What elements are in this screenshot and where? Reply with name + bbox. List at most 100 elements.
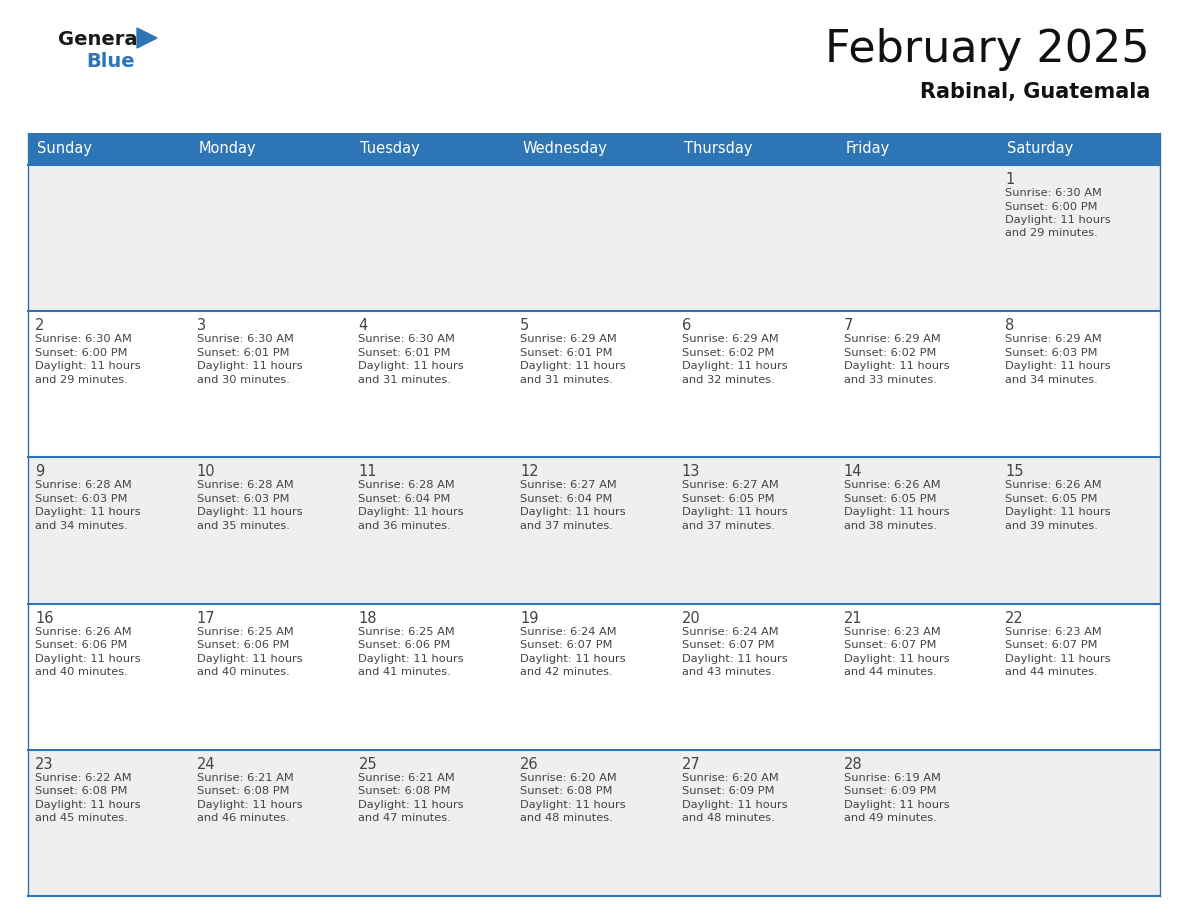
Text: Sunrise: 6:30 AM: Sunrise: 6:30 AM [359,334,455,344]
Text: Sunset: 6:07 PM: Sunset: 6:07 PM [843,640,936,650]
Text: Sunset: 6:07 PM: Sunset: 6:07 PM [520,640,613,650]
Bar [352,133,513,165]
Text: Sunrise: 6:30 AM: Sunrise: 6:30 AM [1005,188,1102,198]
Text: Thursday: Thursday [684,141,752,156]
Text: Sunrise: 6:29 AM: Sunrise: 6:29 AM [843,334,941,344]
Text: Sunset: 6:06 PM: Sunset: 6:06 PM [197,640,289,650]
Text: 7: 7 [843,319,853,333]
Text: Daylight: 11 hours: Daylight: 11 hours [843,361,949,371]
Text: and 41 minutes.: and 41 minutes. [359,667,451,677]
Text: Sunrise: 6:20 AM: Sunrise: 6:20 AM [682,773,778,783]
Text: Daylight: 11 hours: Daylight: 11 hours [197,654,302,664]
Text: Sunrise: 6:25 AM: Sunrise: 6:25 AM [359,627,455,636]
Text: and 39 minutes.: and 39 minutes. [1005,521,1098,531]
Text: Daylight: 11 hours: Daylight: 11 hours [520,800,626,810]
Text: 4: 4 [359,319,367,333]
Text: Sunrise: 6:28 AM: Sunrise: 6:28 AM [197,480,293,490]
Text: Sunset: 6:03 PM: Sunset: 6:03 PM [197,494,289,504]
Text: Sunset: 6:06 PM: Sunset: 6:06 PM [359,640,450,650]
Polygon shape [137,28,157,48]
Text: Sunrise: 6:29 AM: Sunrise: 6:29 AM [1005,334,1102,344]
Text: 14: 14 [843,465,862,479]
Text: Saturday: Saturday [1007,141,1074,156]
Text: Sunset: 6:04 PM: Sunset: 6:04 PM [359,494,450,504]
Text: Sunrise: 6:28 AM: Sunrise: 6:28 AM [34,480,132,490]
Text: Daylight: 11 hours: Daylight: 11 hours [197,508,302,518]
Text: Sunrise: 6:25 AM: Sunrise: 6:25 AM [197,627,293,636]
Text: 8: 8 [1005,319,1015,333]
Text: Daylight: 11 hours: Daylight: 11 hours [1005,508,1111,518]
Text: Monday: Monday [198,141,257,156]
Text: and 40 minutes.: and 40 minutes. [197,667,290,677]
Text: 28: 28 [843,756,862,772]
Text: Sunrise: 6:29 AM: Sunrise: 6:29 AM [682,334,778,344]
Text: and 46 minutes.: and 46 minutes. [197,813,290,823]
Text: Daylight: 11 hours: Daylight: 11 hours [682,361,788,371]
Bar [29,604,1159,750]
Text: Daylight: 11 hours: Daylight: 11 hours [843,508,949,518]
Bar [190,133,352,165]
Text: and 42 minutes.: and 42 minutes. [520,667,613,677]
Text: Sunset: 6:05 PM: Sunset: 6:05 PM [843,494,936,504]
Text: Sunrise: 6:29 AM: Sunrise: 6:29 AM [520,334,617,344]
Text: Sunrise: 6:27 AM: Sunrise: 6:27 AM [682,480,778,490]
Bar [836,133,998,165]
Text: Sunset: 6:06 PM: Sunset: 6:06 PM [34,640,127,650]
Text: Daylight: 11 hours: Daylight: 11 hours [682,800,788,810]
Text: and 49 minutes.: and 49 minutes. [843,813,936,823]
Text: and 34 minutes.: and 34 minutes. [34,521,128,531]
Text: and 48 minutes.: and 48 minutes. [520,813,613,823]
Bar [998,133,1159,165]
Text: and 31 minutes.: and 31 minutes. [520,375,613,385]
Text: Sunset: 6:02 PM: Sunset: 6:02 PM [682,348,775,358]
Text: Sunset: 6:04 PM: Sunset: 6:04 PM [520,494,613,504]
Bar [29,750,1159,896]
Text: 26: 26 [520,756,539,772]
Text: and 31 minutes.: and 31 minutes. [359,375,451,385]
Bar [513,133,675,165]
Text: and 37 minutes.: and 37 minutes. [682,521,775,531]
Text: 23: 23 [34,756,53,772]
Text: Sunrise: 6:27 AM: Sunrise: 6:27 AM [520,480,617,490]
Text: Friday: Friday [846,141,890,156]
Text: and 38 minutes.: and 38 minutes. [843,521,936,531]
Text: 17: 17 [197,610,215,625]
Text: and 47 minutes.: and 47 minutes. [359,813,451,823]
Text: and 44 minutes.: and 44 minutes. [1005,667,1098,677]
Text: and 34 minutes.: and 34 minutes. [1005,375,1098,385]
Text: Daylight: 11 hours: Daylight: 11 hours [197,800,302,810]
Text: Wednesday: Wednesday [523,141,607,156]
Text: Sunset: 6:03 PM: Sunset: 6:03 PM [34,494,127,504]
Text: 6: 6 [682,319,691,333]
Text: Sunrise: 6:30 AM: Sunrise: 6:30 AM [34,334,132,344]
Text: Daylight: 11 hours: Daylight: 11 hours [34,361,140,371]
Text: Sunset: 6:09 PM: Sunset: 6:09 PM [843,787,936,796]
Text: Sunset: 6:00 PM: Sunset: 6:00 PM [34,348,127,358]
Text: Daylight: 11 hours: Daylight: 11 hours [843,800,949,810]
Text: 5: 5 [520,319,530,333]
Text: Rabinal, Guatemala: Rabinal, Guatemala [920,82,1150,102]
Text: Daylight: 11 hours: Daylight: 11 hours [843,654,949,664]
Text: Sunset: 6:05 PM: Sunset: 6:05 PM [1005,494,1098,504]
Text: Sunday: Sunday [37,141,91,156]
Text: Daylight: 11 hours: Daylight: 11 hours [520,654,626,664]
Text: Sunset: 6:09 PM: Sunset: 6:09 PM [682,787,775,796]
Text: Sunrise: 6:19 AM: Sunrise: 6:19 AM [843,773,941,783]
Text: Blue: Blue [86,52,134,71]
Text: Daylight: 11 hours: Daylight: 11 hours [197,361,302,371]
Text: and 30 minutes.: and 30 minutes. [197,375,290,385]
Text: and 44 minutes.: and 44 minutes. [843,667,936,677]
Text: and 36 minutes.: and 36 minutes. [359,521,451,531]
Text: Daylight: 11 hours: Daylight: 11 hours [1005,215,1111,225]
Text: 27: 27 [682,756,701,772]
Text: February 2025: February 2025 [826,28,1150,71]
Text: Daylight: 11 hours: Daylight: 11 hours [34,800,140,810]
Text: Sunset: 6:08 PM: Sunset: 6:08 PM [34,787,127,796]
Text: 21: 21 [843,610,862,625]
Text: 20: 20 [682,610,701,625]
Text: 24: 24 [197,756,215,772]
Text: and 48 minutes.: and 48 minutes. [682,813,775,823]
Text: Sunrise: 6:28 AM: Sunrise: 6:28 AM [359,480,455,490]
Text: 3: 3 [197,319,206,333]
Text: Sunrise: 6:21 AM: Sunrise: 6:21 AM [197,773,293,783]
